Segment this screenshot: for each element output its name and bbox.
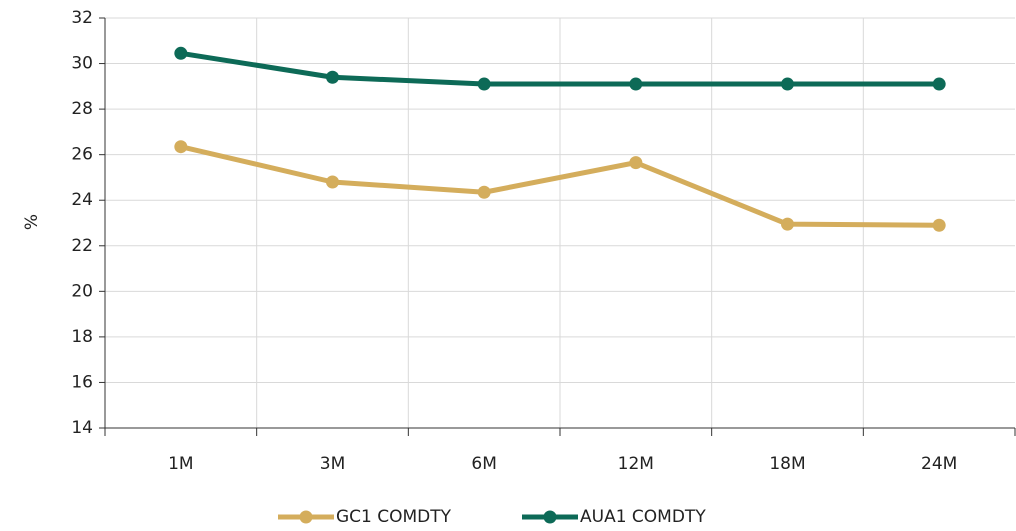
- series-marker: [174, 46, 188, 60]
- series-marker: [326, 70, 339, 84]
- y-tick-label: 14: [71, 418, 93, 438]
- y-tick-label: 24: [71, 190, 93, 210]
- legend-marker: [543, 510, 557, 524]
- x-tick-label: 12M: [618, 454, 654, 474]
- series-marker: [477, 77, 491, 91]
- y-tick-label: 20: [71, 281, 93, 301]
- legend-label: GC1 COMDTY: [336, 507, 452, 527]
- series-line: [180, 144, 940, 228]
- x-tick-label: 3M: [320, 454, 345, 474]
- x-tick-label: 24M: [921, 454, 957, 474]
- x-tick-label: 1M: [168, 454, 193, 474]
- series-marker: [932, 218, 946, 232]
- y-tick-label: 16: [71, 372, 93, 392]
- series-marker: [629, 156, 643, 170]
- legend-label: AUA1 COMDTY: [580, 507, 706, 527]
- series-marker: [477, 185, 491, 199]
- y-tick-label: 18: [71, 327, 93, 347]
- y-tick-label: 22: [71, 236, 93, 256]
- series-line: [180, 50, 940, 87]
- y-tick-label: 30: [71, 54, 93, 74]
- y-tick-label: 32: [71, 8, 93, 28]
- series-marker: [174, 140, 188, 154]
- x-tick-label: 18M: [769, 454, 805, 474]
- legend-marker: [299, 510, 313, 524]
- y-axis-label: %: [22, 214, 42, 230]
- y-tick-label: 28: [71, 99, 93, 119]
- y-tick-label: 26: [71, 145, 93, 165]
- x-tick-label: 6M: [471, 454, 496, 474]
- series-marker: [781, 217, 794, 231]
- series-marker: [629, 77, 643, 91]
- series-marker: [781, 77, 794, 91]
- series-marker: [326, 175, 339, 189]
- series-marker: [932, 77, 946, 91]
